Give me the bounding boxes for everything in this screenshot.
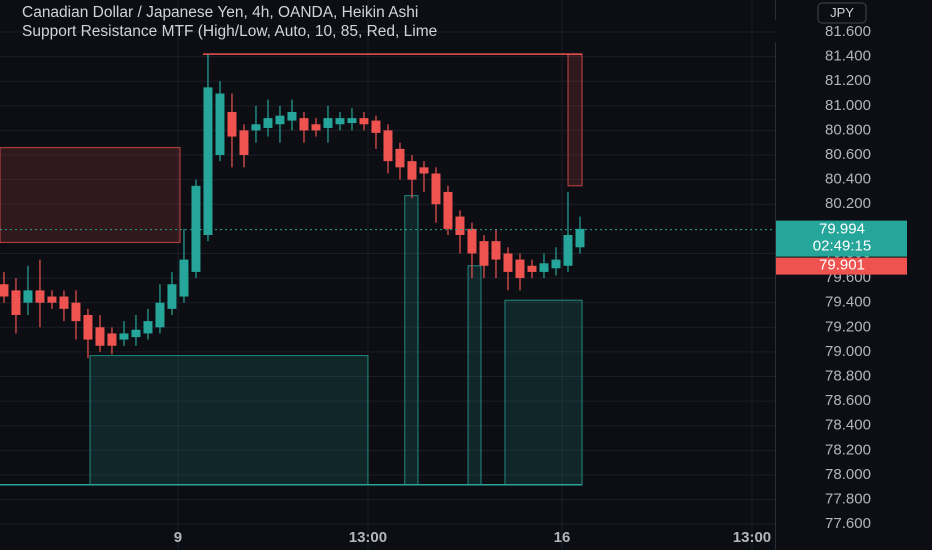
candle-body <box>419 167 429 174</box>
y-tick-label: 79.400 <box>825 294 871 311</box>
candle-body <box>179 259 189 297</box>
prev-price-label: 79.901 <box>819 257 865 274</box>
candle-body <box>59 296 69 309</box>
candle-body <box>563 235 573 266</box>
candle-body <box>467 228 477 254</box>
y-tick-label: 77.600 <box>825 515 871 532</box>
candle-body <box>143 321 153 334</box>
indicator-title: Support Resistance MTF (High/Low, Auto, … <box>22 23 437 40</box>
candle-body <box>575 228 585 248</box>
y-tick-label: 78.800 <box>825 367 871 384</box>
candle-body <box>0 284 9 297</box>
candle-body <box>407 161 417 180</box>
candle-body <box>239 130 249 156</box>
x-tick-label: 16 <box>554 529 571 546</box>
candle-body <box>215 93 225 156</box>
y-tick-label: 81.400 <box>825 48 871 65</box>
candle-body <box>359 118 369 125</box>
x-tick-label: 9 <box>174 529 182 546</box>
y-tick-label: 78.600 <box>825 392 871 409</box>
countdown-label: 02:49:15 <box>813 238 871 255</box>
candle-body <box>539 263 549 272</box>
y-tick-label: 80.800 <box>825 121 871 138</box>
grid <box>0 0 775 550</box>
candle-body <box>551 259 561 269</box>
candle-body <box>191 185 201 272</box>
candle-body <box>95 327 105 346</box>
candle-body <box>347 118 357 124</box>
prev-price-tag <box>776 257 907 275</box>
candle-body <box>263 118 273 128</box>
y-tick-label: 80.600 <box>825 146 871 163</box>
candle-body <box>287 111 297 121</box>
y-tick-label: 81.600 <box>825 23 871 40</box>
candle-body <box>11 290 21 315</box>
candle-body <box>383 130 393 162</box>
price-axis: 81.600 81.400 81.200 81.000 80.800 80.600 80.4… <box>174 23 907 546</box>
candle-body <box>71 302 81 322</box>
zone <box>89 355 369 486</box>
y-tick-label: 78.400 <box>825 417 871 434</box>
candle-body <box>167 284 177 309</box>
candle-body <box>371 120 381 133</box>
candle-body <box>443 191 453 229</box>
candle-body <box>275 115 285 125</box>
candle-body <box>119 333 129 340</box>
y-tick-label: 79.200 <box>825 318 871 335</box>
y-tick-label: 81.000 <box>825 97 871 114</box>
currency-label[interactable]: JPY <box>830 5 854 20</box>
candle-body <box>311 124 321 131</box>
zone <box>467 265 482 486</box>
x-tick-label: 13:00 <box>733 529 771 546</box>
candle-body <box>503 253 513 272</box>
candle-body <box>491 241 501 260</box>
zone <box>0 147 181 243</box>
candle-body <box>431 173 441 205</box>
y-tick-label: 77.800 <box>825 491 871 508</box>
zone <box>567 53 583 187</box>
candle-body <box>23 290 33 303</box>
candle-body <box>251 124 261 131</box>
last-price-label: 79.994 <box>819 221 865 238</box>
last-price-tag <box>776 220 907 257</box>
y-tick-label: 80.200 <box>825 195 871 212</box>
x-tick-label: 13:00 <box>349 529 387 546</box>
candle-body <box>107 333 117 346</box>
candle-body <box>527 265 537 272</box>
y-tick-label: 78.000 <box>825 466 871 483</box>
candle-body <box>323 118 333 128</box>
y-tick-label: 80.400 <box>825 171 871 188</box>
candle-body <box>455 216 465 236</box>
zone <box>404 195 419 486</box>
candle-body <box>479 241 489 266</box>
plot <box>0 53 775 486</box>
candle-body <box>83 314 93 340</box>
candle-body <box>299 118 309 131</box>
candle-body <box>155 302 165 328</box>
currency-button[interactable] <box>817 2 867 24</box>
chart-title: Canadian Dollar / Japanese Yen, 4h, OAND… <box>22 4 418 21</box>
title-clip <box>775 20 781 42</box>
candle-body <box>35 290 45 303</box>
candle-body <box>335 118 345 125</box>
candle-body <box>227 111 237 137</box>
candle-body <box>515 259 525 279</box>
candle-body <box>395 148 405 168</box>
candle-body <box>47 296 57 303</box>
candle-body <box>203 87 213 236</box>
y-tick-label: 81.200 <box>825 72 871 89</box>
zone <box>504 299 583 486</box>
y-tick-label: 79.000 <box>825 343 871 360</box>
candle-body <box>131 329 141 338</box>
y-tick-label: 78.200 <box>825 441 871 458</box>
